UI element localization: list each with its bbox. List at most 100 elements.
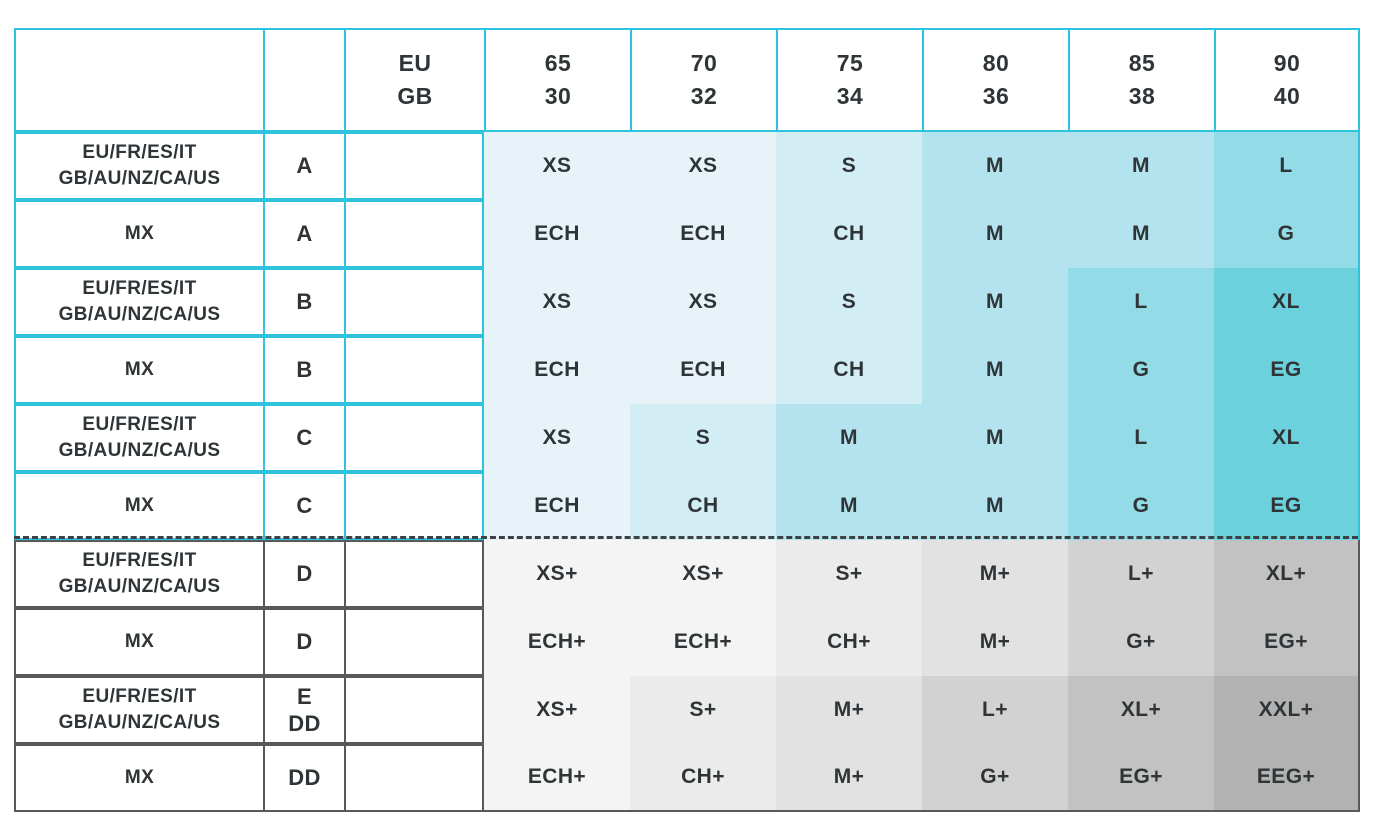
- size-cell: ECH: [630, 336, 776, 404]
- header-cell-band-1: 65 30: [484, 28, 630, 132]
- region-line-1: EU/FR/ES/IT: [82, 278, 197, 300]
- cup-line-1: A: [296, 153, 313, 179]
- size-cell: L: [1068, 404, 1214, 472]
- table-row: EU/FR/ES/IT GB/AU/NZ/CA/US B XS XS S M L XL: [14, 268, 1360, 336]
- size-cell: M+: [922, 608, 1068, 676]
- region-line-2: GB/AU/NZ/CA/US: [58, 576, 221, 597]
- header-line-bottom: 34: [836, 83, 864, 109]
- row-eugb-cell: [344, 132, 484, 200]
- table-row: EU/FR/ES/IT GB/AU/NZ/CA/US E DD XS+ S+ M+ L+ XL+…: [14, 676, 1360, 744]
- size-cell: M: [922, 132, 1068, 200]
- row-eugb-cell: [344, 608, 484, 676]
- region-line-2: GB/AU/NZ/CA/US: [58, 168, 221, 189]
- size-cell: M+: [776, 676, 922, 744]
- header-cell-band-6: 90 40: [1214, 28, 1360, 132]
- row-eugb-cell: [344, 540, 484, 608]
- region-line-2: GB/AU/NZ/CA/US: [58, 712, 221, 733]
- row-cup-size: D: [263, 608, 344, 676]
- size-conversion-table: EU GB 65 30 70 32 75 34 80 36 85 38 90 40 EU/FR/ES/IT G…: [14, 28, 1360, 812]
- header-line-bottom: 40: [1273, 83, 1301, 109]
- size-cell: M: [1068, 132, 1214, 200]
- size-cell: M: [922, 268, 1068, 336]
- region-line-1: MX: [124, 495, 155, 517]
- row-eugb-cell: [344, 472, 484, 540]
- size-cell: EG: [1214, 472, 1360, 540]
- size-cell: EG+: [1214, 608, 1360, 676]
- size-cell: CH+: [630, 744, 776, 812]
- region-line-1: EU/FR/ES/IT: [82, 414, 197, 436]
- row-region-label: MX: [14, 200, 263, 268]
- table-row: MX D ECH+ ECH+ CH+ M+ G+ EG+: [14, 608, 1360, 676]
- size-cell: S+: [776, 540, 922, 608]
- size-cell: XL: [1214, 268, 1360, 336]
- size-cell: EG+: [1068, 744, 1214, 812]
- header-line-bottom: 32: [690, 83, 718, 109]
- row-eugb-cell: [344, 676, 484, 744]
- size-cell: S: [776, 268, 922, 336]
- row-cup-size: B: [263, 268, 344, 336]
- size-cell: XS: [484, 132, 630, 200]
- size-cell: L+: [1068, 540, 1214, 608]
- size-cell: M: [922, 336, 1068, 404]
- cup-line-1: B: [296, 289, 313, 315]
- row-region-label: EU/FR/ES/IT GB/AU/NZ/CA/US: [14, 676, 263, 744]
- size-cell: M: [922, 404, 1068, 472]
- table-row: EU/FR/ES/IT GB/AU/NZ/CA/US C XS S M M L XL: [14, 404, 1360, 472]
- row-cup-size: A: [263, 200, 344, 268]
- size-cell: XL: [1214, 404, 1360, 472]
- row-cup-size: B: [263, 336, 344, 404]
- size-cell: G+: [922, 744, 1068, 812]
- header-line-top: 75: [836, 50, 864, 77]
- region-line-1: MX: [124, 767, 155, 789]
- header-cell-band-3: 75 34: [776, 28, 922, 132]
- size-cell: L: [1068, 268, 1214, 336]
- size-cell: G: [1068, 472, 1214, 540]
- size-cell: M: [922, 200, 1068, 268]
- size-cell: CH: [776, 200, 922, 268]
- row-region-label: MX: [14, 472, 263, 540]
- size-cell: M: [776, 472, 922, 540]
- size-cell: ECH+: [484, 744, 630, 812]
- size-cell: M+: [922, 540, 1068, 608]
- table-row: EU/FR/ES/IT GB/AU/NZ/CA/US D XS+ XS+ S+ M+ L+ XL…: [14, 540, 1360, 608]
- header-line-top: EU: [398, 50, 432, 77]
- table-row: MX B ECH ECH CH M G EG: [14, 336, 1360, 404]
- row-region-label: MX: [14, 744, 263, 812]
- size-cell: M: [922, 472, 1068, 540]
- size-cell: XS: [630, 268, 776, 336]
- header-line-top: 85: [1128, 50, 1156, 77]
- size-cell: ECH: [484, 336, 630, 404]
- cup-line-1: C: [296, 493, 313, 519]
- size-cell: XS: [484, 404, 630, 472]
- region-line-1: EU/FR/ES/IT: [82, 550, 197, 572]
- cup-line-1: DD: [288, 765, 321, 791]
- size-cell: G: [1068, 336, 1214, 404]
- size-cell: XS+: [630, 540, 776, 608]
- row-cup-size: C: [263, 404, 344, 472]
- size-cell: M: [776, 404, 922, 472]
- size-cell: M: [1068, 200, 1214, 268]
- row-region-label: MX: [14, 608, 263, 676]
- row-region-label: EU/FR/ES/IT GB/AU/NZ/CA/US: [14, 268, 263, 336]
- row-cup-size: A: [263, 132, 344, 200]
- header-line-top: 65: [544, 50, 572, 77]
- header-cell-band-4: 80 36: [922, 28, 1068, 132]
- size-cell: G+: [1068, 608, 1214, 676]
- row-region-label: EU/FR/ES/IT GB/AU/NZ/CA/US: [14, 404, 263, 472]
- row-eugb-cell: [344, 404, 484, 472]
- size-cell: XL+: [1214, 540, 1360, 608]
- row-eugb-cell: [344, 268, 484, 336]
- size-cell: ECH+: [630, 608, 776, 676]
- header-line-bottom: 30: [544, 83, 572, 109]
- table-row: EU/FR/ES/IT GB/AU/NZ/CA/US A XS XS S M M L: [14, 132, 1360, 200]
- size-cell: L+: [922, 676, 1068, 744]
- table-row: MX A ECH ECH CH M M G: [14, 200, 1360, 268]
- header-line-bottom: 36: [982, 83, 1010, 109]
- size-cell: XS+: [484, 540, 630, 608]
- header-cell-blank-2: EU GB: [344, 28, 484, 132]
- header-cell-blank-1: [263, 28, 344, 132]
- header-cell-band-2: 70 32: [630, 28, 776, 132]
- table-row: MX DD ECH+ CH+ M+ G+ EG+ EEG+: [14, 744, 1360, 812]
- cup-line-2: DD: [288, 711, 321, 736]
- row-cup-size: C: [263, 472, 344, 540]
